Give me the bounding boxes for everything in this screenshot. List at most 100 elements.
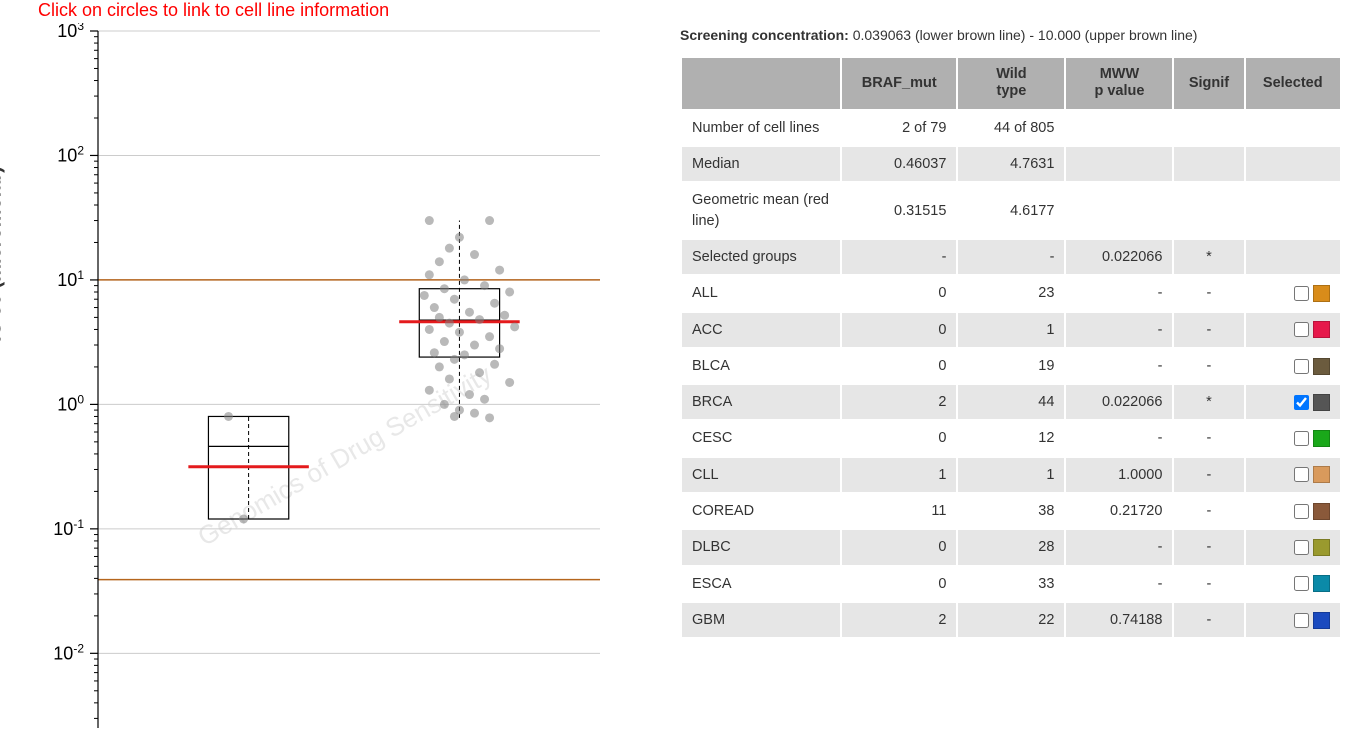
color-swatch bbox=[1313, 321, 1330, 338]
cell-line-point[interactable] bbox=[224, 412, 233, 421]
cell-line-point[interactable] bbox=[445, 319, 454, 328]
table-cell: - bbox=[1173, 420, 1244, 456]
cell-line-point[interactable] bbox=[475, 315, 484, 324]
col-header bbox=[681, 57, 841, 110]
table-cell: 33 bbox=[957, 566, 1065, 602]
table-row: ALL023-- bbox=[681, 275, 1341, 311]
y-axis-title: IC 50 (micromolar) bbox=[0, 166, 7, 342]
cell-line-point[interactable] bbox=[440, 284, 449, 293]
cell-line-point[interactable] bbox=[420, 291, 429, 300]
table-cell: - bbox=[1173, 275, 1244, 311]
table-cell: CLL bbox=[681, 457, 841, 493]
table-cell: - bbox=[1065, 566, 1173, 602]
cell-line-point[interactable] bbox=[239, 515, 248, 524]
color-swatch bbox=[1313, 394, 1330, 411]
cell-line-point[interactable] bbox=[460, 275, 469, 284]
cell-line-point[interactable] bbox=[495, 344, 504, 353]
table-cell: - bbox=[1173, 457, 1244, 493]
cell-line-point[interactable] bbox=[485, 332, 494, 341]
table-cell: 1 bbox=[957, 312, 1065, 348]
cell-line-point[interactable] bbox=[425, 325, 434, 334]
table-cell: 38 bbox=[957, 493, 1065, 529]
table-cell: Median bbox=[681, 146, 841, 182]
table-cell: 4.7631 bbox=[957, 146, 1065, 182]
cell-line-point[interactable] bbox=[480, 281, 489, 290]
color-swatch bbox=[1313, 466, 1330, 483]
selected-cell bbox=[1245, 348, 1341, 384]
table-cell: - bbox=[957, 239, 1065, 275]
col-header: MWWp value bbox=[1065, 57, 1173, 110]
cell-line-point[interactable] bbox=[435, 362, 444, 371]
table-row: BLCA019-- bbox=[681, 348, 1341, 384]
cell-line-point[interactable] bbox=[470, 250, 479, 259]
cell-line-point[interactable] bbox=[510, 322, 519, 331]
table-cell: 2 of 79 bbox=[841, 110, 957, 146]
cell-line-point[interactable] bbox=[450, 412, 459, 421]
table-row: BRCA2440.022066* bbox=[681, 384, 1341, 420]
cell-line-point[interactable] bbox=[465, 390, 474, 399]
table-cell: GBM bbox=[681, 602, 841, 638]
table-cell: BRCA bbox=[681, 384, 841, 420]
cell-line-point[interactable] bbox=[495, 266, 504, 275]
cell-line-point[interactable] bbox=[440, 337, 449, 346]
cell-line-point[interactable] bbox=[480, 395, 489, 404]
cell-line-point[interactable] bbox=[505, 378, 514, 387]
cell-line-point[interactable] bbox=[505, 287, 514, 296]
select-checkbox[interactable] bbox=[1294, 286, 1309, 301]
cell-line-point[interactable] bbox=[440, 400, 449, 409]
table-cell: 2 bbox=[841, 602, 957, 638]
color-swatch bbox=[1313, 430, 1330, 447]
select-checkbox[interactable] bbox=[1294, 359, 1309, 374]
cell-line-point[interactable] bbox=[435, 257, 444, 266]
select-checkbox[interactable] bbox=[1294, 613, 1309, 628]
table-cell: 0 bbox=[841, 348, 957, 384]
cell-line-point[interactable] bbox=[450, 295, 459, 304]
table-cell: 44 bbox=[957, 384, 1065, 420]
cell-line-point[interactable] bbox=[490, 360, 499, 369]
cell-line-point[interactable] bbox=[465, 308, 474, 317]
select-checkbox[interactable] bbox=[1294, 467, 1309, 482]
table-cell: - bbox=[1173, 493, 1244, 529]
table-cell: - bbox=[1173, 566, 1244, 602]
cell-line-point[interactable] bbox=[445, 374, 454, 383]
table-cell: 23 bbox=[957, 275, 1065, 311]
cell-line-point[interactable] bbox=[430, 303, 439, 312]
table-cell: 12 bbox=[957, 420, 1065, 456]
cell-line-point[interactable] bbox=[485, 216, 494, 225]
cell-line-point[interactable] bbox=[470, 409, 479, 418]
select-checkbox[interactable] bbox=[1294, 576, 1309, 591]
table-cell: 28 bbox=[957, 529, 1065, 565]
cell-line-point[interactable] bbox=[455, 328, 464, 337]
table-row: GBM2220.74188- bbox=[681, 602, 1341, 638]
cell-line-point[interactable] bbox=[430, 348, 439, 357]
stats-table: BRAF_mutWildtypeMWWp valueSignifSelected… bbox=[680, 56, 1342, 639]
cell-line-point[interactable] bbox=[455, 233, 464, 242]
cell-line-point[interactable] bbox=[425, 386, 434, 395]
cell-line-point[interactable] bbox=[425, 270, 434, 279]
cell-line-point[interactable] bbox=[485, 413, 494, 422]
table-cell: Geometric mean (red line) bbox=[681, 182, 841, 239]
table-cell: 1 bbox=[957, 457, 1065, 493]
cell-line-point[interactable] bbox=[425, 216, 434, 225]
select-checkbox[interactable] bbox=[1294, 431, 1309, 446]
select-checkbox[interactable] bbox=[1294, 540, 1309, 555]
cell-line-point[interactable] bbox=[450, 355, 459, 364]
table-cell: - bbox=[1173, 348, 1244, 384]
selected-cell bbox=[1245, 529, 1341, 565]
cell-line-point[interactable] bbox=[500, 311, 509, 320]
select-checkbox[interactable] bbox=[1294, 322, 1309, 337]
cell-line-point[interactable] bbox=[445, 244, 454, 253]
table-cell: 44 of 805 bbox=[957, 110, 1065, 146]
table-cell: 1.0000 bbox=[1065, 457, 1173, 493]
cell-line-point[interactable] bbox=[435, 313, 444, 322]
cell-line-point[interactable] bbox=[490, 299, 499, 308]
selected-cell bbox=[1245, 182, 1341, 239]
cell-line-point[interactable] bbox=[470, 341, 479, 350]
select-checkbox[interactable] bbox=[1294, 395, 1309, 410]
svg-text:100: 100 bbox=[57, 392, 84, 414]
select-checkbox[interactable] bbox=[1294, 504, 1309, 519]
cell-line-point[interactable] bbox=[475, 368, 484, 377]
table-row: CLL111.0000- bbox=[681, 457, 1341, 493]
cell-line-point[interactable] bbox=[460, 350, 469, 359]
table-cell: - bbox=[1173, 312, 1244, 348]
